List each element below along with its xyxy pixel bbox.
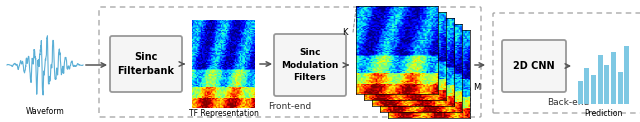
Text: 2D CNN: 2D CNN	[513, 61, 555, 71]
Text: K: K	[342, 28, 348, 37]
Text: Sinc
Filterbank: Sinc Filterbank	[118, 52, 175, 76]
Text: M: M	[473, 83, 480, 92]
Text: Back-end: Back-end	[547, 98, 589, 107]
Text: Prediction: Prediction	[584, 109, 623, 118]
FancyBboxPatch shape	[502, 40, 566, 92]
FancyBboxPatch shape	[110, 36, 182, 92]
Bar	[591, 75, 596, 104]
Bar	[604, 65, 609, 104]
Text: TF Representation: TF Representation	[189, 110, 259, 118]
Bar	[577, 81, 582, 104]
Bar	[625, 46, 630, 104]
Bar	[598, 55, 603, 104]
FancyBboxPatch shape	[274, 34, 346, 96]
Bar	[584, 68, 589, 104]
Bar	[611, 52, 616, 104]
Bar	[618, 72, 623, 104]
Text: Front-end: Front-end	[268, 102, 312, 111]
Text: Waveform: Waveform	[26, 107, 65, 117]
Text: Sinc
Modulation
Filters: Sinc Modulation Filters	[282, 48, 339, 82]
